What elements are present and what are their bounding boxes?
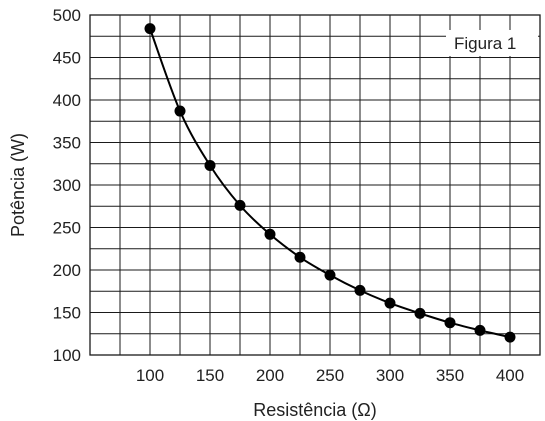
data-point — [384, 297, 396, 309]
x-tick-label: 250 — [316, 366, 344, 385]
data-point — [204, 159, 216, 171]
x-tick-label: 100 — [136, 366, 164, 385]
figure-label-box — [446, 30, 538, 56]
y-tick-label: 150 — [53, 304, 81, 323]
y-tick-label: 400 — [53, 91, 81, 110]
y-tick-label: 350 — [53, 134, 81, 153]
data-point — [234, 199, 246, 211]
figure-label: Figura 1 — [454, 34, 516, 53]
x-tick-labels: 100 150 200 250 300 350 400 — [136, 366, 524, 385]
plot-frame — [89, 14, 541, 356]
data-point — [264, 228, 276, 240]
y-tick-label: 450 — [53, 49, 81, 68]
data-point — [414, 307, 426, 319]
data-point — [324, 269, 336, 281]
data-point — [144, 23, 156, 35]
data-point — [474, 324, 486, 336]
x-tick-label: 400 — [496, 366, 524, 385]
x-tick-label: 150 — [196, 366, 224, 385]
y-tick-label: 250 — [53, 219, 81, 238]
x-tick-label: 200 — [256, 366, 284, 385]
data-points — [144, 23, 516, 343]
grid — [90, 15, 540, 355]
data-point — [504, 331, 516, 343]
y-tick-labels: 100 150 200 250 300 350 400 450 500 — [53, 6, 81, 365]
x-tick-label: 350 — [436, 366, 464, 385]
y-tick-label: 200 — [53, 261, 81, 280]
x-tick-label: 300 — [376, 366, 404, 385]
y-tick-label: 100 — [53, 346, 81, 365]
y-tick-label: 500 — [53, 6, 81, 25]
data-point — [444, 317, 456, 329]
data-point — [174, 105, 186, 117]
y-tick-label: 300 — [53, 176, 81, 195]
data-point — [354, 284, 366, 296]
y-axis-title: Potência (W) — [8, 133, 28, 237]
x-axis-title: Resistência (Ω) — [253, 400, 377, 420]
data-point — [294, 251, 306, 263]
